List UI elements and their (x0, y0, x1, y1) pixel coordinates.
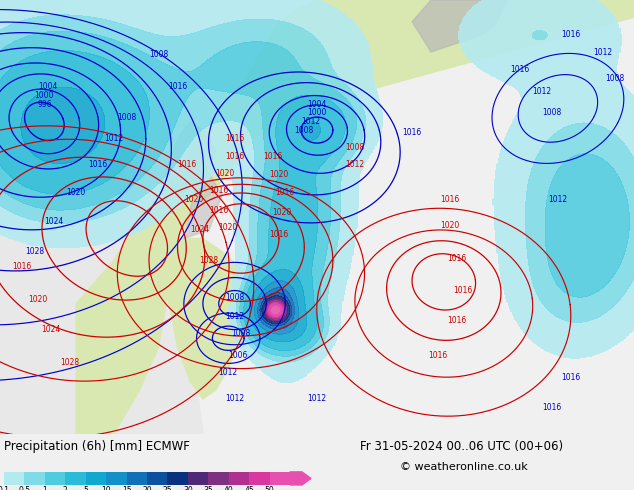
Text: 1016: 1016 (13, 262, 32, 271)
Text: 1012: 1012 (225, 312, 244, 321)
Text: 1004: 1004 (38, 82, 57, 91)
Text: 1012: 1012 (346, 160, 365, 169)
Text: 1008: 1008 (149, 49, 168, 59)
Text: 2: 2 (63, 486, 68, 490)
Text: 30: 30 (183, 486, 193, 490)
Text: 1016: 1016 (269, 230, 288, 239)
Text: 45: 45 (244, 486, 254, 490)
Text: 1028: 1028 (60, 358, 79, 367)
Text: 1008: 1008 (117, 113, 136, 122)
Text: 1008: 1008 (542, 108, 561, 117)
Text: 1024: 1024 (190, 225, 209, 234)
Text: 1016: 1016 (447, 253, 466, 263)
Text: 20: 20 (142, 486, 152, 490)
Text: 1008: 1008 (605, 74, 624, 82)
Text: 1016: 1016 (561, 30, 580, 39)
Text: 1008: 1008 (225, 293, 244, 301)
Bar (25, 472, 45, 485)
Bar (167, 472, 188, 485)
Text: 1024: 1024 (44, 217, 63, 226)
Text: Fr 31-05-2024 00..06 UTC (00+06): Fr 31-05-2024 00..06 UTC (00+06) (360, 440, 563, 453)
Text: 1000: 1000 (35, 91, 54, 100)
Text: 1016: 1016 (178, 160, 197, 169)
Text: 1008: 1008 (295, 126, 314, 135)
Text: 0.5: 0.5 (18, 486, 30, 490)
Text: 996: 996 (37, 99, 52, 109)
Text: 1020: 1020 (184, 195, 203, 204)
Text: 1020: 1020 (269, 170, 288, 179)
FancyArrow shape (290, 472, 311, 485)
Text: 1016: 1016 (510, 65, 529, 74)
Bar (45, 472, 65, 485)
Text: 1016: 1016 (428, 351, 447, 360)
Text: © weatheronline.co.uk: © weatheronline.co.uk (400, 462, 527, 472)
Text: 1012: 1012 (105, 134, 124, 143)
Text: 1016: 1016 (403, 128, 422, 137)
Text: 1016: 1016 (168, 82, 187, 91)
Text: 1016: 1016 (225, 151, 244, 161)
Text: 1016: 1016 (453, 286, 472, 295)
Text: 1020: 1020 (67, 189, 86, 197)
Bar (188, 472, 209, 485)
Text: 1004: 1004 (307, 99, 327, 109)
Text: 1016: 1016 (447, 317, 466, 325)
Text: 1016: 1016 (276, 188, 295, 197)
Bar (4, 472, 25, 485)
Text: 1024: 1024 (41, 325, 60, 334)
Text: 1012: 1012 (307, 394, 327, 403)
Text: 1028: 1028 (200, 256, 219, 265)
Text: 40: 40 (224, 486, 233, 490)
Bar (269, 472, 290, 485)
Polygon shape (165, 122, 216, 195)
Text: 1020: 1020 (29, 294, 48, 304)
Text: 0.1: 0.1 (0, 486, 10, 490)
Text: 1000: 1000 (307, 108, 327, 117)
Bar (147, 472, 167, 485)
Text: 35: 35 (204, 486, 213, 490)
Text: 25: 25 (162, 486, 172, 490)
Polygon shape (76, 0, 634, 434)
Text: 1020: 1020 (273, 208, 292, 217)
Bar (65, 472, 86, 485)
Text: 1020: 1020 (216, 169, 235, 178)
Text: 1016: 1016 (89, 160, 108, 169)
Text: 1028: 1028 (25, 247, 44, 256)
Text: 1016: 1016 (225, 134, 244, 143)
Text: 1012: 1012 (225, 394, 244, 403)
Bar (209, 472, 229, 485)
Text: 1012: 1012 (301, 117, 320, 126)
Text: 15: 15 (122, 486, 131, 490)
Bar (249, 472, 269, 485)
Polygon shape (0, 0, 203, 434)
Bar (127, 472, 147, 485)
Text: 1012: 1012 (533, 87, 552, 96)
Bar (106, 472, 127, 485)
Polygon shape (165, 239, 254, 399)
Text: 1016: 1016 (441, 195, 460, 204)
Text: 5: 5 (83, 486, 88, 490)
Text: 1016: 1016 (561, 373, 580, 382)
Text: 1016: 1016 (209, 186, 228, 196)
Text: 1020: 1020 (219, 223, 238, 232)
Text: 1012: 1012 (548, 195, 567, 204)
Text: 1006: 1006 (228, 351, 247, 360)
Text: 1016: 1016 (209, 206, 228, 215)
Text: 1016: 1016 (263, 151, 282, 161)
Text: 1012: 1012 (593, 48, 612, 56)
Text: 1008: 1008 (231, 329, 250, 339)
Text: 10: 10 (101, 486, 111, 490)
Text: 1012: 1012 (219, 368, 238, 377)
Polygon shape (184, 173, 222, 239)
Text: 50: 50 (265, 486, 275, 490)
Bar (229, 472, 249, 485)
Text: 1: 1 (42, 486, 47, 490)
Polygon shape (412, 0, 507, 52)
Text: Precipitation (6h) [mm] ECMWF: Precipitation (6h) [mm] ECMWF (4, 440, 190, 453)
Text: 1020: 1020 (441, 221, 460, 230)
Text: 1016: 1016 (542, 403, 561, 412)
Text: 1008: 1008 (346, 143, 365, 152)
Bar (86, 472, 106, 485)
